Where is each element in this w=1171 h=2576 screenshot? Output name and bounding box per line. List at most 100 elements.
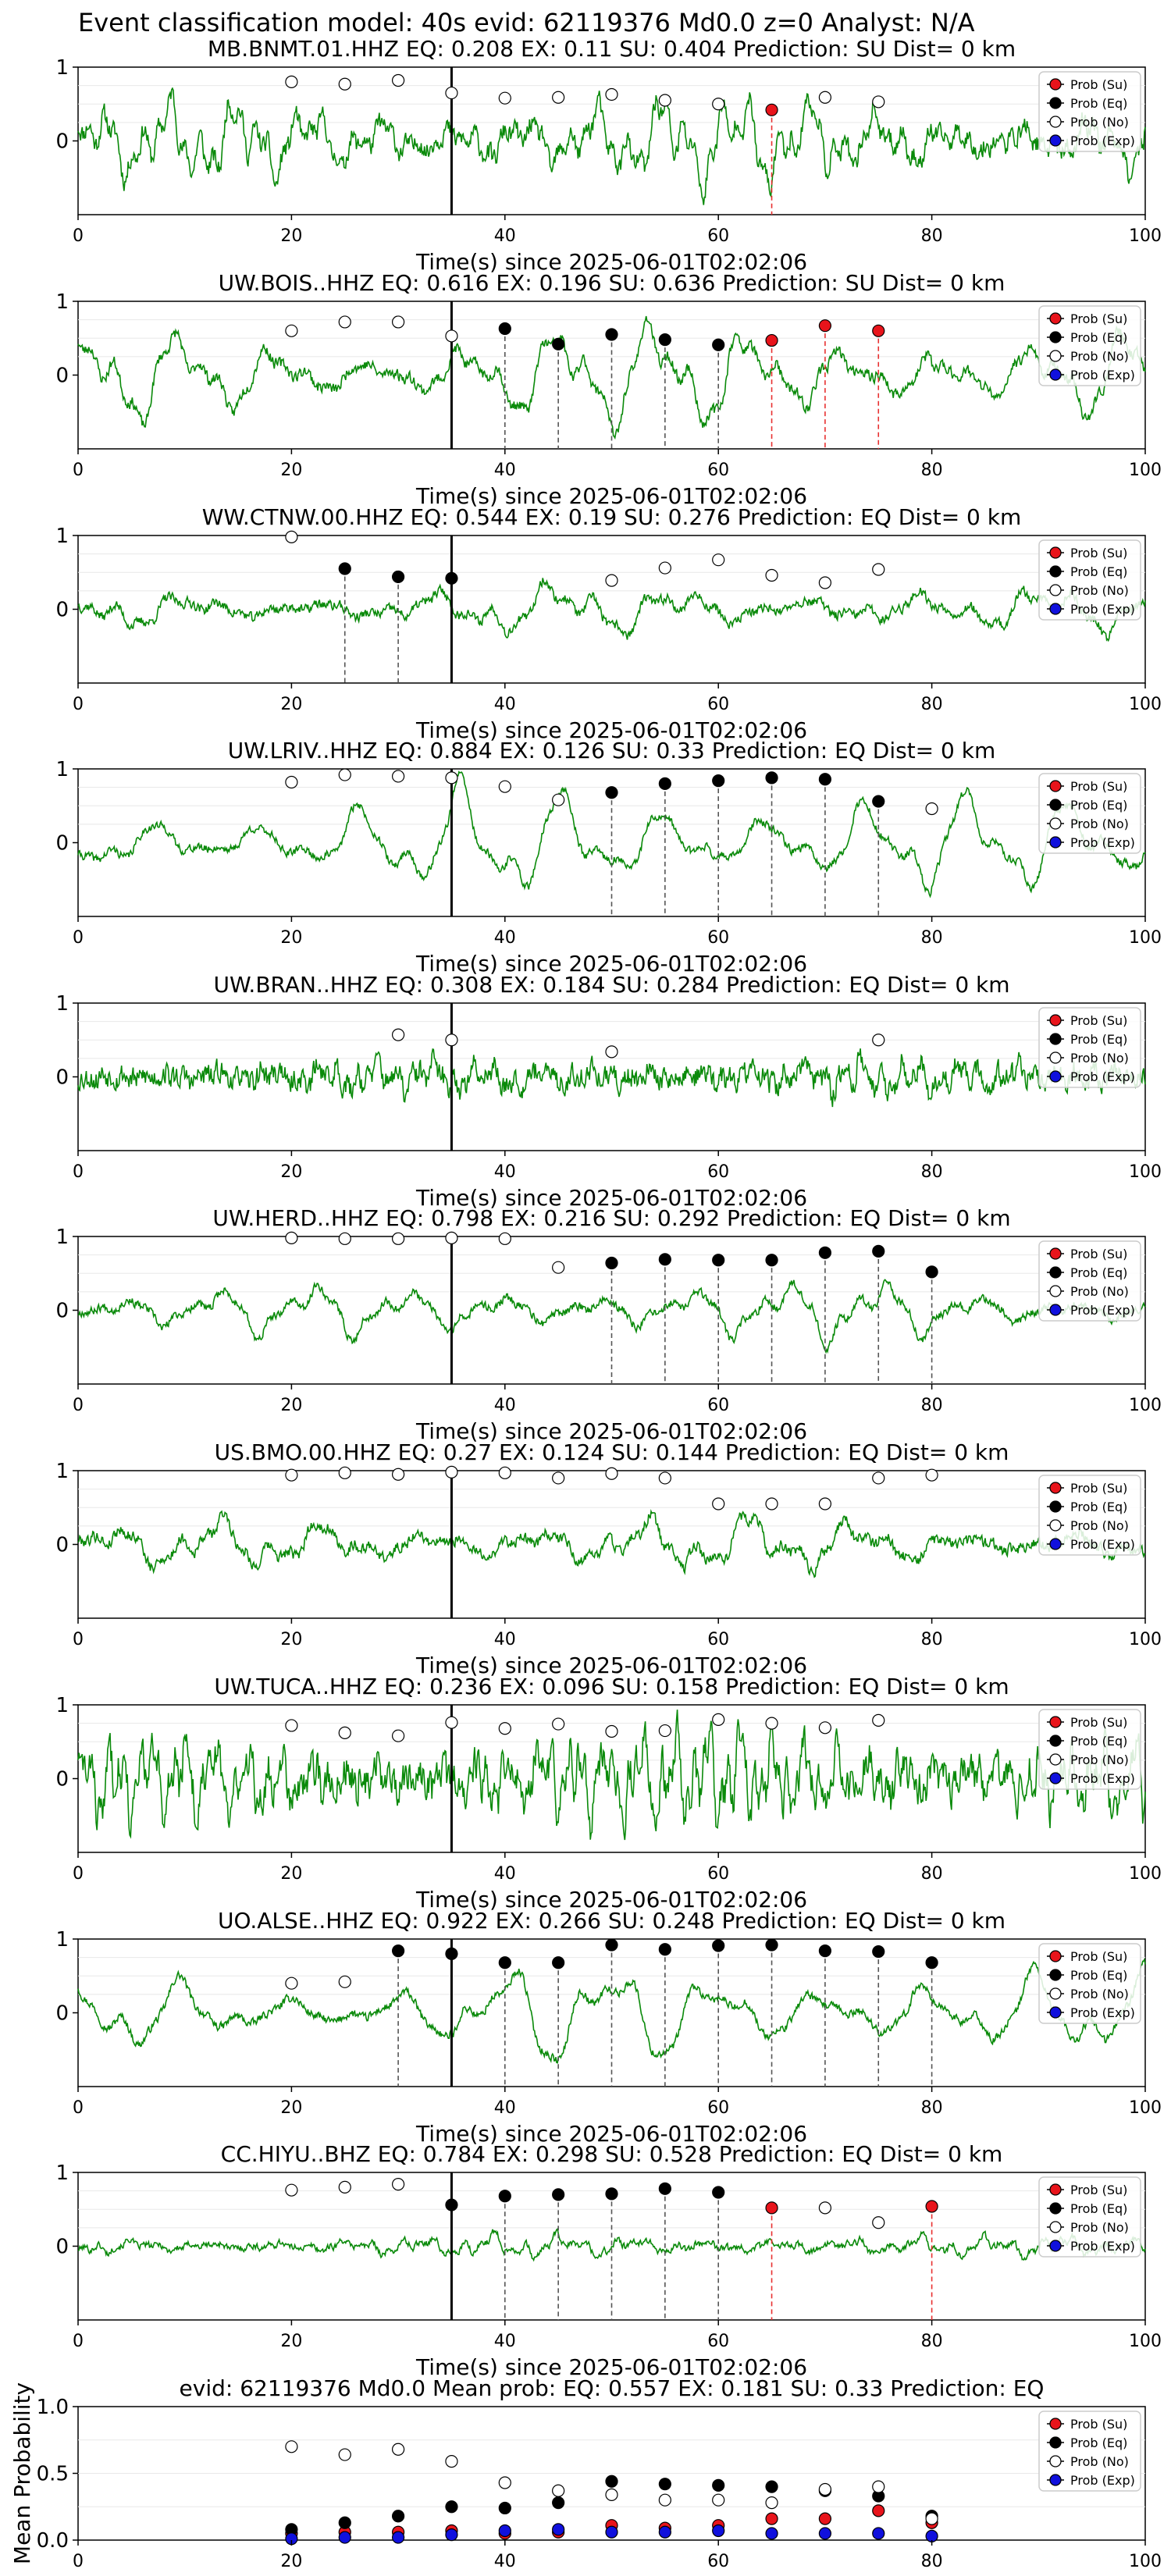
station-panel-3-prob-point-no bbox=[818, 576, 832, 589]
legend-label-su: Prob (Su) bbox=[1070, 1013, 1127, 1028]
legend-marker-no bbox=[1049, 1753, 1062, 1766]
station-panel-8-legend: Prob (Su) Prob (Eq) Prob (No) Prob (Exp) bbox=[1038, 1709, 1141, 1790]
station-panel-2-prob-point-no bbox=[285, 324, 298, 337]
legend-label-eq: Prob (Eq) bbox=[1070, 96, 1127, 111]
station-panel-4-xtick-label: 20 bbox=[280, 928, 302, 948]
station-panel-4-xtick-label: 100 bbox=[1129, 928, 1162, 948]
station-panel-9-xtick-label: 80 bbox=[921, 2098, 943, 2118]
station-panel-8-xtick-label: 40 bbox=[494, 1864, 516, 1884]
station-panel-1-title: MB.BNMT.01.HHZ EQ: 0.208 EX: 0.11 SU: 0.… bbox=[208, 36, 1016, 62]
legend-label-su: Prob (Su) bbox=[1070, 2417, 1127, 2432]
station-panel-6-xtick-label: 0 bbox=[73, 1396, 84, 1415]
station-panel-3-xtick-label: 0 bbox=[73, 695, 84, 714]
legend-marker-exp bbox=[1049, 368, 1062, 381]
legend-marker-eq bbox=[1049, 1266, 1062, 1279]
legend-label-eq: Prob (Eq) bbox=[1070, 1968, 1127, 1983]
station-panel-2-ytick-label: 1 bbox=[55, 290, 69, 314]
station-panel-3-ytick-label: 1 bbox=[55, 525, 69, 548]
legend-label-eq: Prob (Eq) bbox=[1070, 2201, 1127, 2216]
legend-marker-exp bbox=[1049, 2240, 1062, 2252]
station-panel-7-prob-point-no bbox=[765, 1497, 778, 1510]
mean-prob-point-su bbox=[872, 2504, 885, 2517]
mean-prob-panel-title: evid: 62119376 Md0.0 Mean prob: EQ: 0.55… bbox=[180, 2375, 1045, 2401]
mean-prob-point-exp bbox=[872, 2527, 885, 2540]
station-panel-1-xtick-label: 0 bbox=[73, 226, 84, 246]
legend-label-exp: Prob (Exp) bbox=[1070, 133, 1135, 148]
legend-marker-no bbox=[1049, 1987, 1062, 2000]
mean-prob-point-exp bbox=[338, 2531, 351, 2544]
legend-marker-su bbox=[1049, 78, 1062, 91]
legend-frame bbox=[1038, 1475, 1141, 1556]
station-panel-9-ytick-label: 1 bbox=[55, 1928, 69, 1952]
station-panel-10-title: CC.HIYU..BHZ EQ: 0.784 EX: 0.298 SU: 0.5… bbox=[221, 2141, 1003, 2167]
station-panel-7-prob-point-no bbox=[818, 1497, 832, 1510]
station-panel-1-prob-point-no bbox=[338, 77, 351, 91]
station-panel-2-prob-point-no bbox=[445, 329, 458, 343]
mean-prob-point-no bbox=[552, 2484, 565, 2497]
station-panel-8-xtick-label: 100 bbox=[1129, 1864, 1162, 1884]
mean-prob-panel-ylabel: Mean Probability bbox=[9, 2382, 35, 2564]
station-panel-10-prob-point-no bbox=[818, 2201, 832, 2215]
station-panel-10-xtick-label: 20 bbox=[280, 2332, 302, 2351]
station-panel-8-prob-point-no bbox=[872, 1713, 885, 1727]
station-panel-6-prob-point-no bbox=[498, 1232, 511, 1245]
legend-frame bbox=[1038, 773, 1141, 854]
station-panel-5-legend: Prob (Su) Prob (Eq) Prob (No) Prob (Exp) bbox=[1038, 1007, 1141, 1088]
mean-prob-point-exp bbox=[498, 2524, 511, 2538]
mean-prob-panel-xtick-label: 60 bbox=[707, 2552, 729, 2571]
station-panel-7-prob-point-no bbox=[872, 1471, 885, 1485]
mean-prob-point-no bbox=[605, 2488, 618, 2501]
legend-label-eq: Prob (Eq) bbox=[1070, 1500, 1127, 1514]
legend-label-eq: Prob (Eq) bbox=[1070, 330, 1127, 345]
station-panel-7-xtick-label: 60 bbox=[707, 1630, 729, 1649]
station-panel-7-xtick-label: 40 bbox=[494, 1630, 516, 1649]
mean-prob-point-no bbox=[445, 2455, 458, 2468]
station-panel-1 bbox=[77, 66, 1146, 215]
legend-frame bbox=[1038, 305, 1141, 386]
station-panel-8-xlabel: Time(s) since 2025-06-01T02:02:06 bbox=[415, 1887, 807, 1912]
legend-label-su: Prob (Su) bbox=[1070, 546, 1127, 560]
mean-prob-point-no bbox=[872, 2480, 885, 2493]
station-panel-9-prob-point-no bbox=[285, 1976, 298, 1990]
legend-marker-eq bbox=[1049, 799, 1062, 811]
legend-label-exp: Prob (Exp) bbox=[1070, 835, 1135, 850]
station-panel-2-prob-point-no bbox=[392, 315, 405, 329]
legend-label-no: Prob (No) bbox=[1070, 583, 1129, 598]
station-panel-2-xtick-label: 40 bbox=[494, 461, 516, 480]
legend-marker-su bbox=[1049, 1247, 1062, 1260]
station-panel-1-legend: Prob (Su) Prob (Eq) Prob (No) Prob (Exp) bbox=[1038, 71, 1141, 152]
mean-prob-panel-xtick-label: 0 bbox=[73, 2552, 84, 2571]
legend-marker-no bbox=[1049, 1285, 1062, 1297]
station-panel-2-xtick-label: 20 bbox=[280, 461, 302, 480]
mean-prob-point-exp bbox=[552, 2523, 565, 2536]
station-panel-3-prob-point-no bbox=[872, 563, 885, 576]
mean-prob-point-eq bbox=[712, 2478, 725, 2492]
station-panel-4-xtick-label: 0 bbox=[73, 928, 84, 948]
station-panel-6-xtick-label: 80 bbox=[921, 1396, 943, 1415]
station-panel-5-xtick-label: 80 bbox=[921, 1162, 943, 1182]
legend-marker-exp bbox=[1049, 2474, 1062, 2486]
legend-marker-exp bbox=[1049, 1304, 1062, 1316]
mean-prob-point-exp bbox=[712, 2524, 725, 2538]
station-panel-8-xtick-label: 80 bbox=[921, 1864, 943, 1884]
station-panel-4-xtick-label: 40 bbox=[494, 928, 516, 948]
station-panel-4-xtick-label: 60 bbox=[707, 928, 729, 948]
station-panel-9-prob-point-no bbox=[338, 1975, 351, 1988]
mean-prob-point-no bbox=[765, 2496, 778, 2510]
station-panel-2 bbox=[77, 301, 1146, 450]
mean-prob-point-exp bbox=[818, 2527, 832, 2540]
station-panel-3-xtick-label: 100 bbox=[1129, 695, 1162, 714]
station-panel-9-ytick-label: 0 bbox=[55, 2002, 69, 2026]
mean-prob-point-eq bbox=[338, 2516, 351, 2529]
station-panel-6-xlabel: Time(s) since 2025-06-01T02:02:06 bbox=[415, 1418, 807, 1444]
station-panel-5-xtick-label: 60 bbox=[707, 1162, 729, 1182]
station-panel-8-ytick-label: 1 bbox=[55, 1694, 69, 1717]
mean-prob-point-su bbox=[765, 2512, 778, 2525]
station-panel-3-title: WW.CTNW.00.HHZ EQ: 0.544 EX: 0.19 SU: 0.… bbox=[202, 504, 1022, 530]
station-panel-6-prob-point-eq bbox=[712, 1254, 725, 1267]
legend-label-su: Prob (Su) bbox=[1070, 1247, 1127, 1261]
station-panel-2-prob-point-no bbox=[338, 315, 351, 329]
station-panel-7-title: US.BMO.00.HHZ EQ: 0.27 EX: 0.124 SU: 0.1… bbox=[215, 1439, 1009, 1465]
station-panel-1-prob-point-no bbox=[712, 98, 725, 111]
